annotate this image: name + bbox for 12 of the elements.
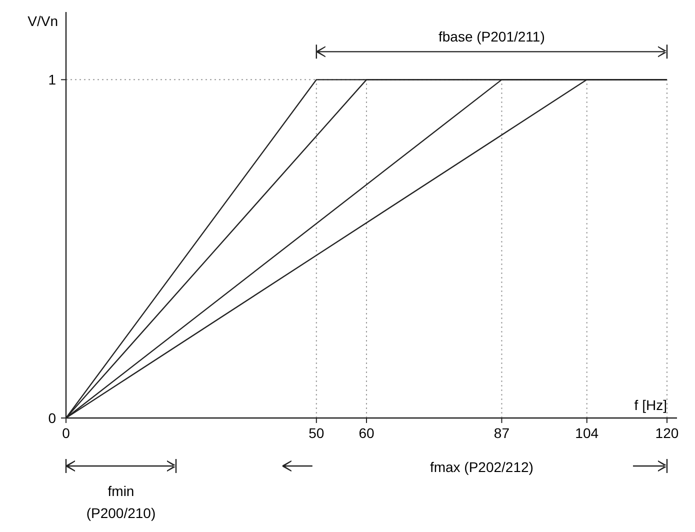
x-axis-title: f [Hz] xyxy=(634,397,667,413)
text: fmax (P202/212) xyxy=(430,459,534,475)
text: fmin (P200/210) xyxy=(86,483,156,521)
x-tick-label: 0 xyxy=(62,425,70,441)
annotation: fbase (P201/211) xyxy=(438,28,545,45)
y-tick-label: 1 xyxy=(48,72,56,88)
x-tick-label: 104 xyxy=(575,425,599,441)
y-axis-title: V/Vn xyxy=(28,13,58,29)
x-tick-label: 87 xyxy=(494,425,510,441)
x-tick-label: 50 xyxy=(308,425,324,441)
x-tick-label: 120 xyxy=(655,425,679,441)
x-tick-label: 60 xyxy=(358,425,374,441)
